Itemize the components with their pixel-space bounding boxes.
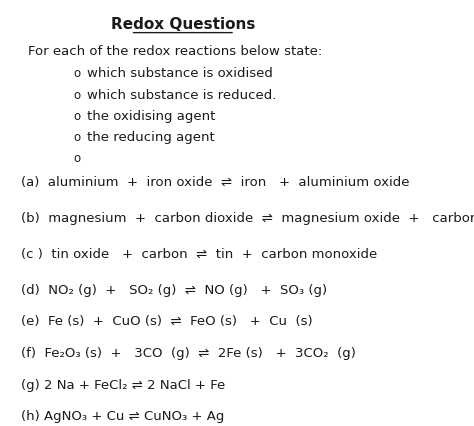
Text: which substance is reduced.: which substance is reduced. <box>87 89 277 102</box>
Text: the reducing agent: the reducing agent <box>87 131 215 144</box>
Text: (h) AgNO₃ + Cu ⇌ CuNO₃ + Ag: (h) AgNO₃ + Cu ⇌ CuNO₃ + Ag <box>21 410 224 423</box>
Text: (a)  aluminium  +  iron oxide  ⇌  iron   +  aluminium oxide: (a) aluminium + iron oxide ⇌ iron + alum… <box>21 176 409 189</box>
Text: (e)  Fe (s)  +  CuO (s)  ⇌  FeO (s)   +  Cu  (s): (e) Fe (s) + CuO (s) ⇌ FeO (s) + Cu (s) <box>21 316 312 328</box>
Text: o: o <box>73 110 80 123</box>
Text: For each of the redox reactions below state:: For each of the redox reactions below st… <box>28 45 322 58</box>
Text: (f)  Fe₂O₃ (s)  +   3CO  (g)  ⇌  2Fe (s)   +  3CO₂  (g): (f) Fe₂O₃ (s) + 3CO (g) ⇌ 2Fe (s) + 3CO₂… <box>21 347 356 360</box>
Text: (g) 2 Na + FeCl₂ ⇌ 2 NaCl + Fe: (g) 2 Na + FeCl₂ ⇌ 2 NaCl + Fe <box>21 379 225 392</box>
Text: o: o <box>73 67 80 81</box>
Text: the oxidising agent: the oxidising agent <box>87 110 216 123</box>
Text: Redox Questions: Redox Questions <box>110 17 255 32</box>
Text: (d)  NO₂ (g)  +   SO₂ (g)  ⇌  NO (g)   +  SO₃ (g): (d) NO₂ (g) + SO₂ (g) ⇌ NO (g) + SO₃ (g) <box>21 284 327 296</box>
Text: which substance is oxidised: which substance is oxidised <box>87 67 273 81</box>
Text: o: o <box>73 89 80 102</box>
Text: (b)  magnesium  +  carbon dioxide  ⇌  magnesium oxide  +   carbon: (b) magnesium + carbon dioxide ⇌ magnesi… <box>21 212 474 225</box>
Text: o: o <box>73 131 80 144</box>
Text: (c )  tin oxide   +  carbon  ⇌  tin  +  carbon monoxide: (c ) tin oxide + carbon ⇌ tin + carbon m… <box>21 248 377 261</box>
Text: o: o <box>73 153 80 165</box>
